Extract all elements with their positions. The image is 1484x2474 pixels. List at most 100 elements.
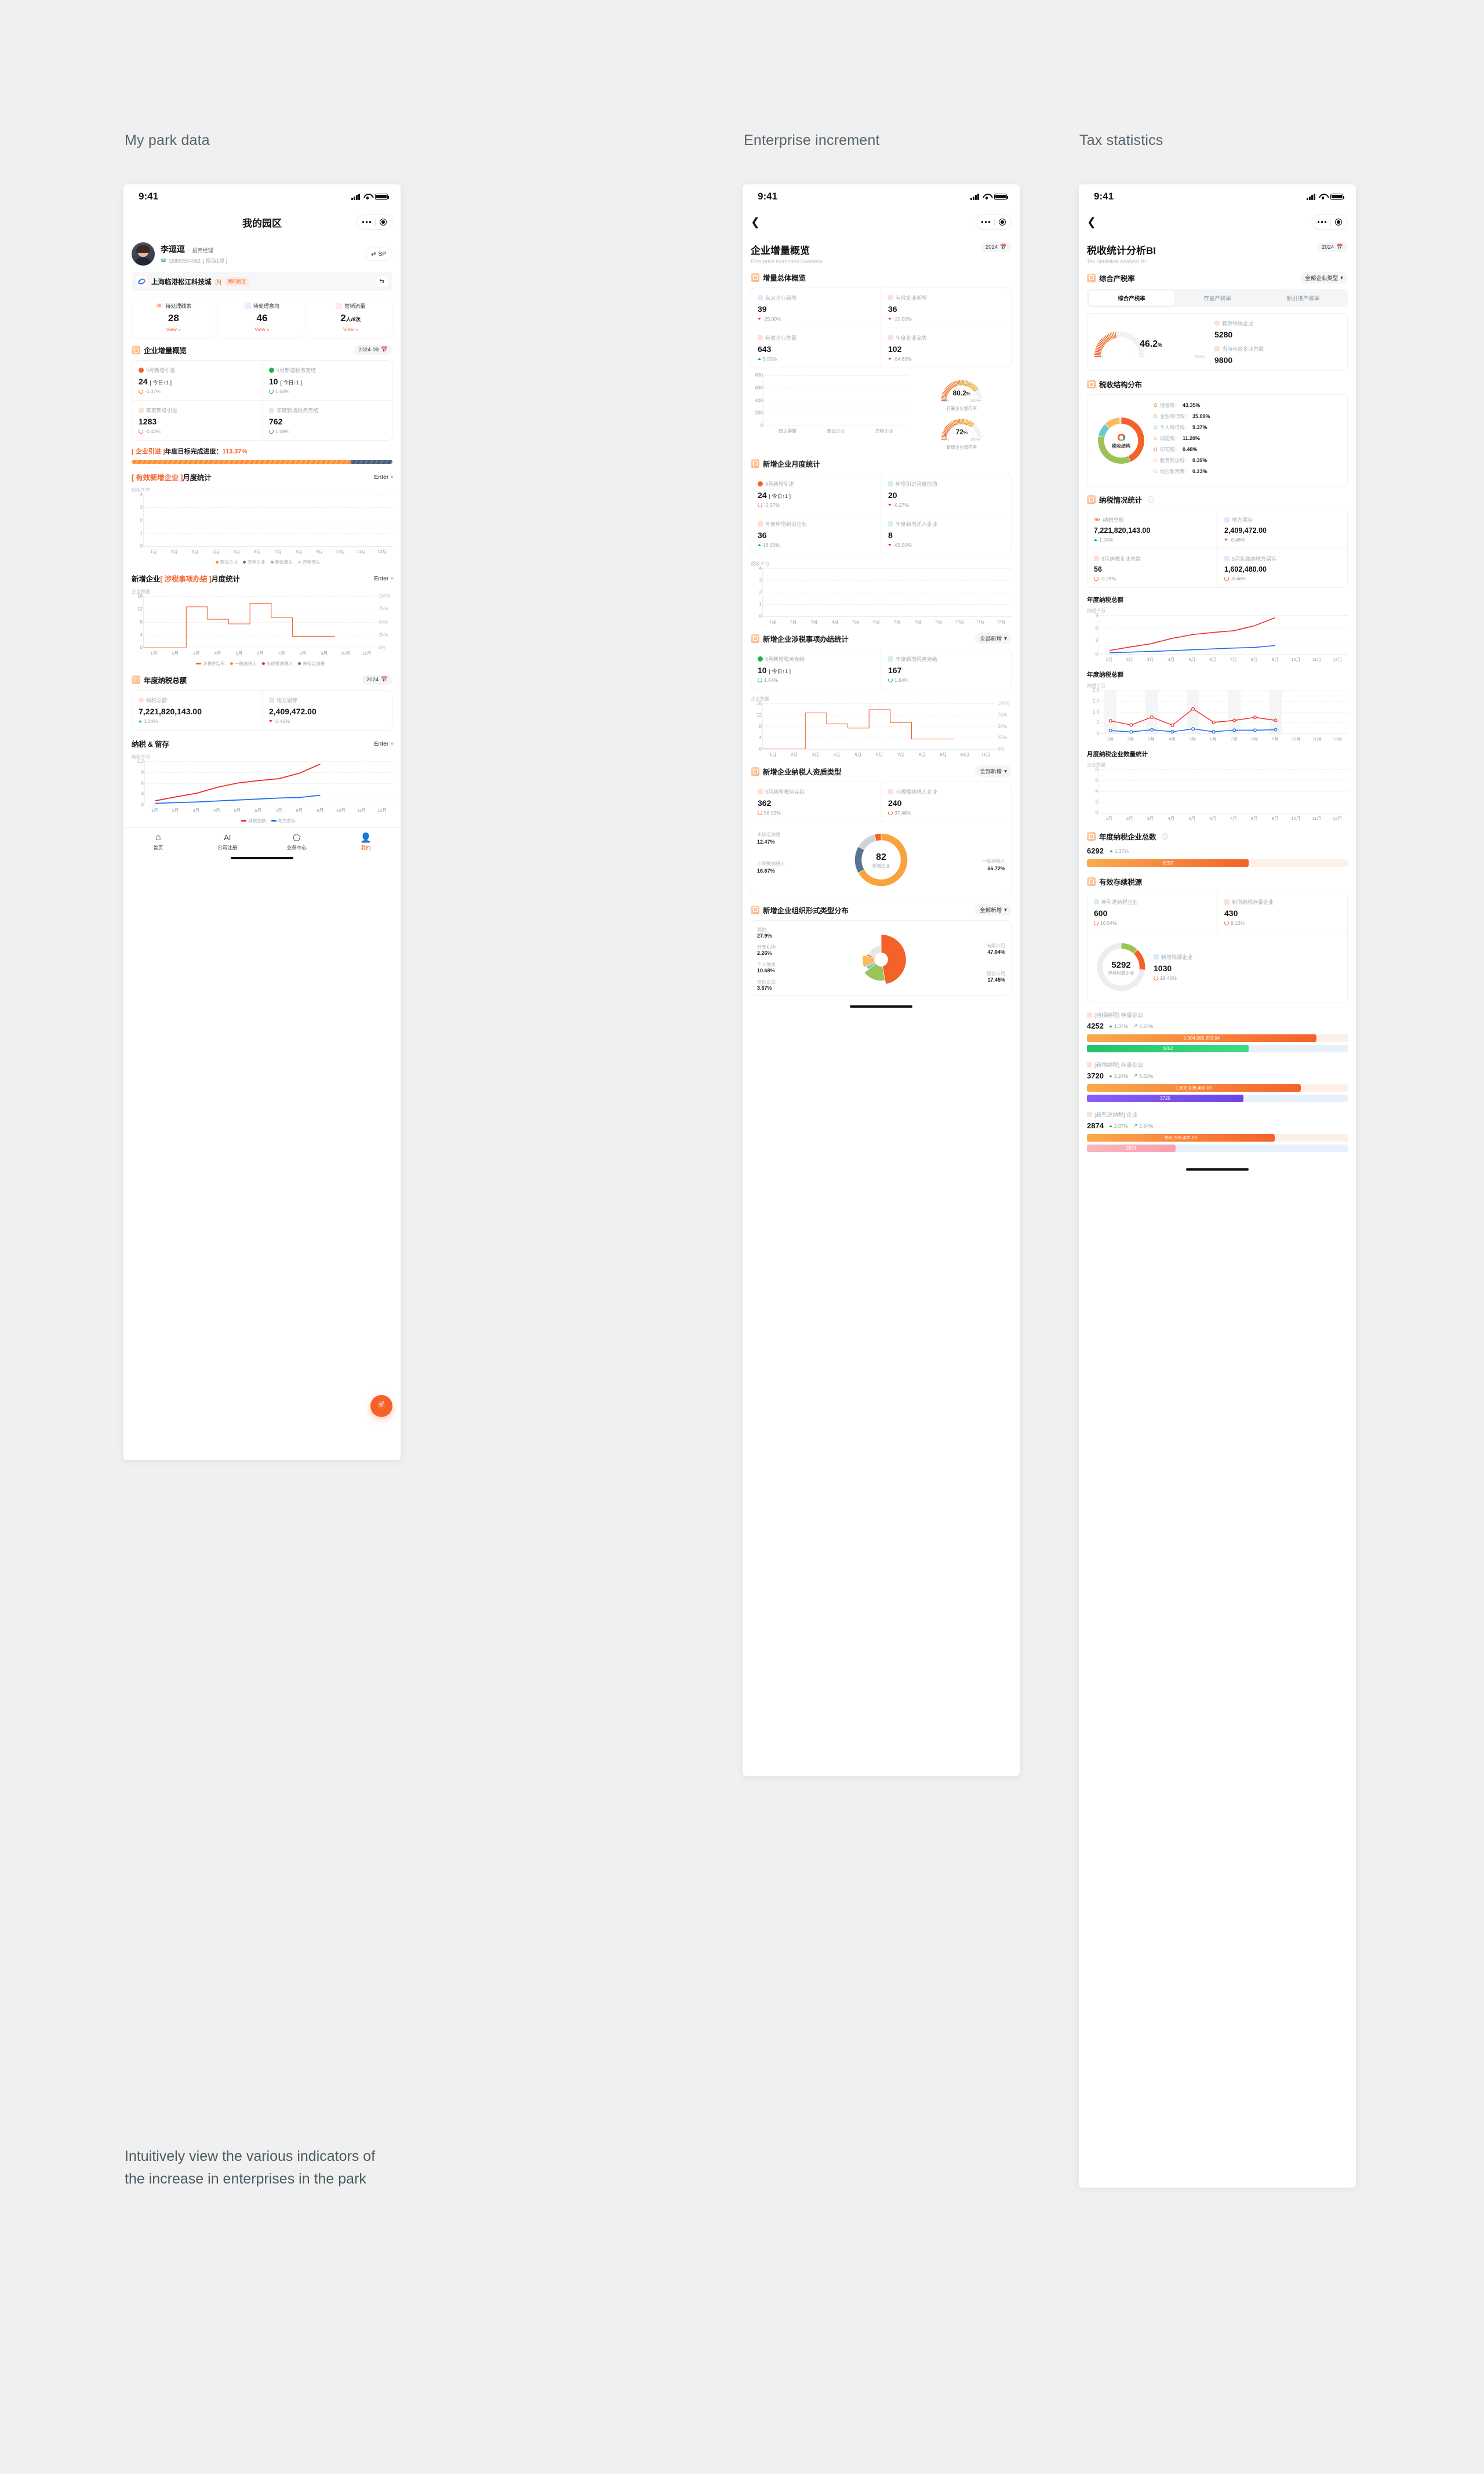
year-picker[interactable]: 2024 📅 xyxy=(1317,242,1348,252)
info-icon[interactable]: i xyxy=(1162,833,1169,840)
calendar-icon: 📅 xyxy=(381,677,388,683)
tab-mine[interactable]: 👤 我的 xyxy=(332,832,401,851)
quick-card[interactable]: AI 待处理线索 28 View » xyxy=(132,297,216,337)
gauge-arc xyxy=(941,419,983,440)
box-icon xyxy=(751,766,759,776)
quick-label: 待处理意向 xyxy=(253,303,280,309)
x-tick: 8月 xyxy=(1250,657,1258,662)
s3-filter-dropdown[interactable]: 全部新增 ▾ xyxy=(975,633,1012,644)
pie-slice xyxy=(862,954,882,968)
year-picker[interactable]: 2024 📅 xyxy=(981,242,1012,252)
gauge-tick xyxy=(967,382,971,387)
tab-company-register[interactable]: AI 公司注册 xyxy=(193,832,263,851)
chartC-ylabel: 企业数量 xyxy=(1087,762,1105,768)
s1-cell: 年度企业流失 102 -54.69% xyxy=(881,328,1011,368)
x-tick: 9月 xyxy=(316,549,323,554)
quick-value: 28 xyxy=(168,313,179,324)
tab-business-center[interactable]: ⬠ 业务中心 xyxy=(262,832,332,851)
close-target-icon[interactable] xyxy=(1334,219,1342,226)
more-icon[interactable] xyxy=(358,221,375,223)
more-icon[interactable] xyxy=(977,221,994,223)
chart1-enter-link[interactable]: Enter» xyxy=(374,473,393,481)
s4-filter-dropdown[interactable]: 全部新增 ▾ xyxy=(975,765,1012,777)
donut-slice xyxy=(1098,435,1130,464)
tab-comprehensive-rate[interactable]: 综合产税率 xyxy=(1089,290,1174,306)
quick-action[interactable]: View xyxy=(254,326,265,332)
bar-icon xyxy=(1087,1111,1092,1117)
year-picker[interactable]: 2024 📅 xyxy=(362,675,392,685)
park-switch-icon[interactable]: ⇆ xyxy=(376,276,388,287)
trend-up-icon xyxy=(139,720,142,722)
contact-fab-button[interactable]: 🖹 xyxy=(370,1395,392,1417)
x-tick: 4月 xyxy=(1167,657,1175,662)
gauge-tick xyxy=(974,427,979,430)
quick-card[interactable]: 营销流量 2人/8次 View » xyxy=(308,297,392,337)
line-enter-link[interactable]: Enter» xyxy=(374,740,393,747)
progress-label: [ 企业引进 ]年度目标完成进度：113.37% xyxy=(132,448,248,455)
tab-home[interactable]: ⌂ 首页 xyxy=(123,832,193,851)
status-bar: 9:41 xyxy=(743,184,1020,209)
calendar-icon: 📅 xyxy=(381,347,388,353)
mini-program-capsule[interactable] xyxy=(976,215,1012,230)
section-rate-header: 综合产税率 全部企业类型 ▾ xyxy=(1087,272,1348,284)
gauge-tick xyxy=(1100,339,1105,345)
enterprise-type-dropdown[interactable]: 全部企业类型 ▾ xyxy=(1300,272,1348,284)
section-annual-count-header: 年度纳税企业总数 i xyxy=(1087,831,1348,842)
list-delta1: 1.37% xyxy=(1114,1023,1129,1029)
s5-filter-dropdown[interactable]: 全部新增 ▾ xyxy=(975,904,1012,916)
pie-label: 分支机构 2.26% xyxy=(757,944,776,956)
quick-action[interactable]: View xyxy=(343,326,354,332)
quick-action[interactable]: View xyxy=(166,326,177,332)
chartA-title: 年度纳税总额 xyxy=(1087,597,1123,604)
gauge-tick xyxy=(977,434,982,437)
period-picker[interactable]: 2024-09 📅 xyxy=(354,345,392,355)
back-button[interactable]: ❮ xyxy=(751,216,760,228)
funnel-icon xyxy=(1224,517,1230,522)
page-title: 我的园区 xyxy=(242,217,282,229)
signal-icon xyxy=(1307,193,1315,200)
x-tick: 6月 xyxy=(876,752,883,757)
gauge-tick xyxy=(967,381,970,387)
section-structure-header: 税收结构分布 xyxy=(1087,379,1348,390)
chart2-enter-link[interactable]: Enter» xyxy=(374,575,393,582)
gauge-tick xyxy=(962,380,965,386)
mini-program-capsule[interactable] xyxy=(357,215,392,230)
enterprise-check-icon xyxy=(888,656,893,662)
x-tick: 2月 xyxy=(1126,816,1133,821)
structure-card: 税收结构 增值税： 43.35% 企业所得税： 35.09% 个人所得税： 9.37% 城建… xyxy=(1087,394,1348,486)
switch-sp-button[interactable]: ⇄ SP xyxy=(365,247,392,261)
donut-slice xyxy=(858,833,908,887)
back-button[interactable]: ❮ xyxy=(1087,216,1096,228)
data-point xyxy=(1170,723,1174,727)
funnel-icon xyxy=(269,697,274,703)
growth-icon: ↗ xyxy=(1133,1023,1138,1029)
mini-program-capsule[interactable] xyxy=(1312,215,1348,230)
tab-stock-rate[interactable]: 存量产税率 xyxy=(1203,296,1231,302)
quick-card[interactable]: 待处理意向 46 View » xyxy=(220,297,304,337)
x-tick: 8月 xyxy=(914,619,922,624)
box-icon xyxy=(751,634,759,643)
nav-bar: ❮ xyxy=(1079,209,1356,235)
x-tick: 7月 xyxy=(274,549,282,554)
info-icon[interactable]: i xyxy=(1147,496,1154,503)
x-tick: 2月 xyxy=(1126,657,1133,662)
data-point xyxy=(1150,728,1154,732)
more-icon[interactable] xyxy=(1314,221,1330,223)
bar-icon xyxy=(1094,556,1099,561)
enterprise-in-icon xyxy=(1094,899,1099,904)
gauge-tick xyxy=(975,389,980,393)
park-selector[interactable]: 上海临港松江科技城 [5] 我的园区 ⇆ xyxy=(132,272,392,291)
list-delta1: 2.24% xyxy=(1114,1073,1129,1079)
home-indicator xyxy=(123,853,401,863)
page-title: 企业增量概览 xyxy=(751,245,810,256)
x-tick: 4月 xyxy=(1167,816,1175,821)
close-target-icon[interactable] xyxy=(379,219,387,226)
tab-new-rate[interactable]: 新引进产税率 xyxy=(1286,296,1320,302)
trend-down-icon xyxy=(1094,576,1099,581)
donut-slice xyxy=(854,847,864,873)
close-target-icon[interactable] xyxy=(998,219,1006,226)
status-time: 9:41 xyxy=(758,191,778,202)
pie-label: 个人独资 10.68% xyxy=(757,962,776,973)
gauge-tick xyxy=(1101,338,1107,344)
